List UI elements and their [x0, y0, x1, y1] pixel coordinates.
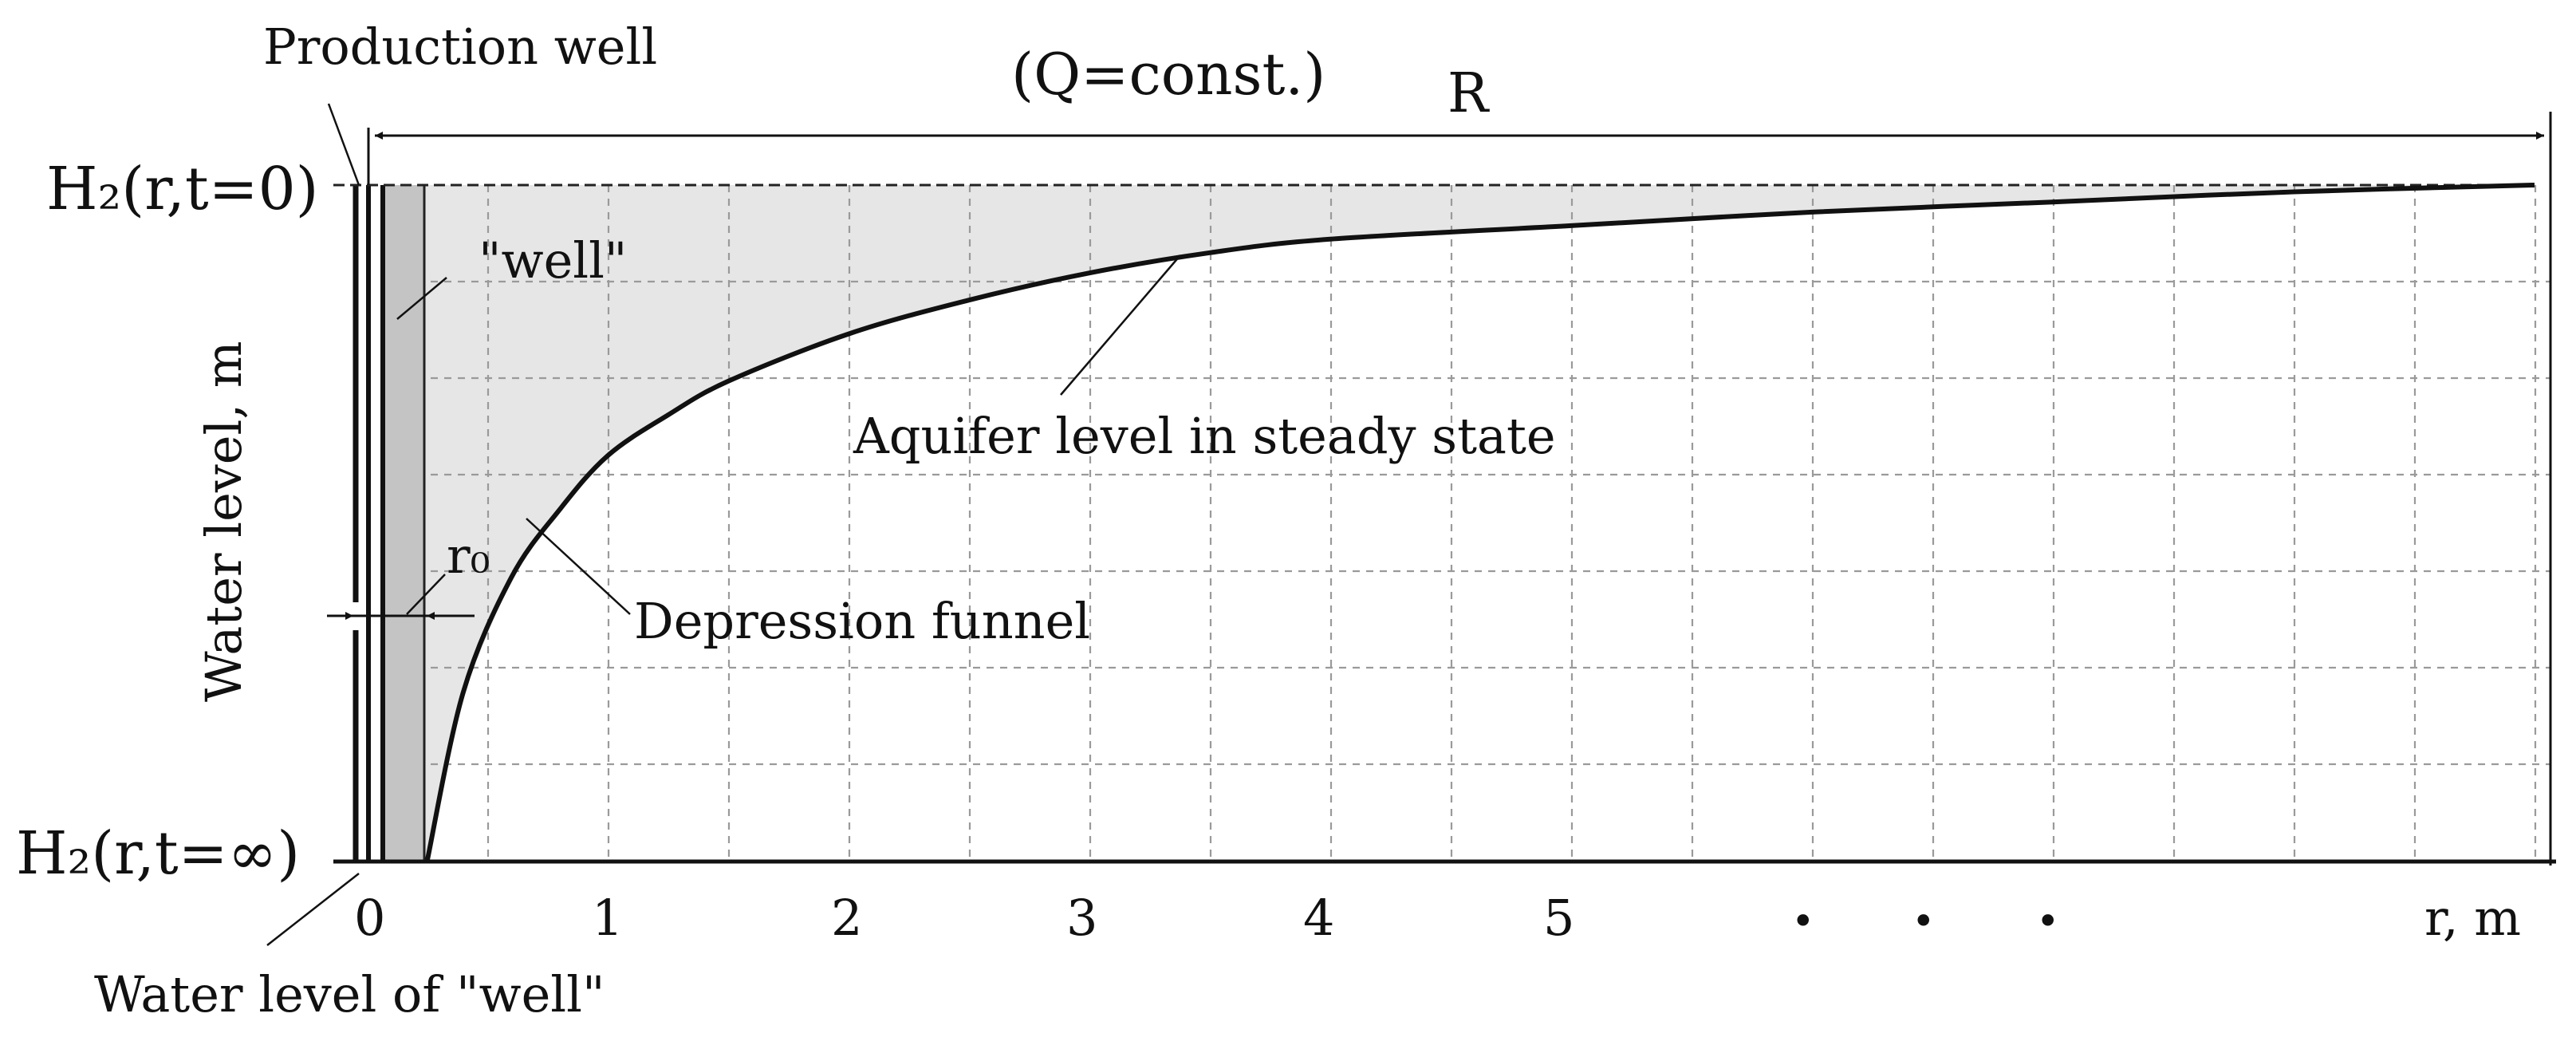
- water-level-well-label: Water level of "well": [94, 965, 605, 1023]
- x-tick-label-0: 0: [354, 889, 385, 947]
- x-unit-label: r, m: [2424, 889, 2521, 947]
- x-tick-label-4: 4: [1303, 889, 1334, 947]
- radius-R-label: R: [1448, 62, 1490, 125]
- ellipsis-dot-2: •: [1912, 898, 1936, 944]
- aquifer-steady-label: Aquifer level in steady state: [853, 407, 1556, 465]
- production-well-label: Production well: [263, 18, 657, 76]
- depression-funnel-label: Depression funnel: [634, 592, 1090, 650]
- production-well: [353, 185, 385, 862]
- leader-lines: [266, 103, 1181, 946]
- aquifer-steady-state-curve: [424, 183, 2535, 862]
- ellipsis-dot-1: •: [1791, 898, 1815, 944]
- h2-t0-label: H₂(r,t=0): [46, 155, 319, 223]
- y-axis-label: Water level, m: [195, 341, 253, 702]
- x-tick-label-1: 1: [592, 889, 623, 947]
- x-tick-labels: 0 1 2 3 4 5: [354, 889, 1574, 947]
- r0-label: r₀: [447, 526, 490, 585]
- h2-tinf-label: H₂(r,t=∞): [16, 819, 300, 888]
- ellipsis-dot-3: •: [2036, 898, 2060, 944]
- x-tick-label-3: 3: [1066, 889, 1097, 947]
- depression-funnel-area: [424, 185, 2535, 862]
- well-quoted-label: "well": [479, 231, 627, 290]
- r0-leader: [406, 574, 446, 615]
- x-tick-label-5: 5: [1543, 889, 1574, 947]
- q-const-label: (Q=const.): [1011, 41, 1325, 108]
- x-tick-label-2: 2: [831, 889, 862, 947]
- ellipsis-dots: • • •: [1791, 898, 2060, 944]
- well-band: [384, 185, 424, 862]
